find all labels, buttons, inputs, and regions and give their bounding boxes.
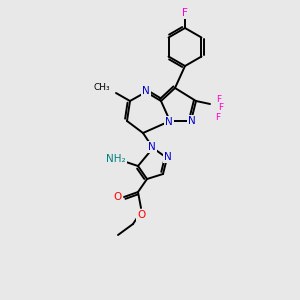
Text: N: N (188, 116, 196, 126)
Text: N: N (148, 142, 156, 152)
Text: O: O (113, 192, 121, 202)
Text: N: N (165, 117, 173, 127)
Text: N: N (142, 86, 150, 96)
Text: CH₃: CH₃ (93, 83, 110, 92)
Text: NH₂: NH₂ (106, 154, 126, 164)
Text: F: F (215, 112, 220, 122)
Text: F: F (182, 8, 188, 18)
Text: N: N (164, 152, 172, 162)
Text: F: F (218, 103, 224, 112)
Text: F: F (216, 94, 222, 103)
Text: O: O (137, 210, 145, 220)
